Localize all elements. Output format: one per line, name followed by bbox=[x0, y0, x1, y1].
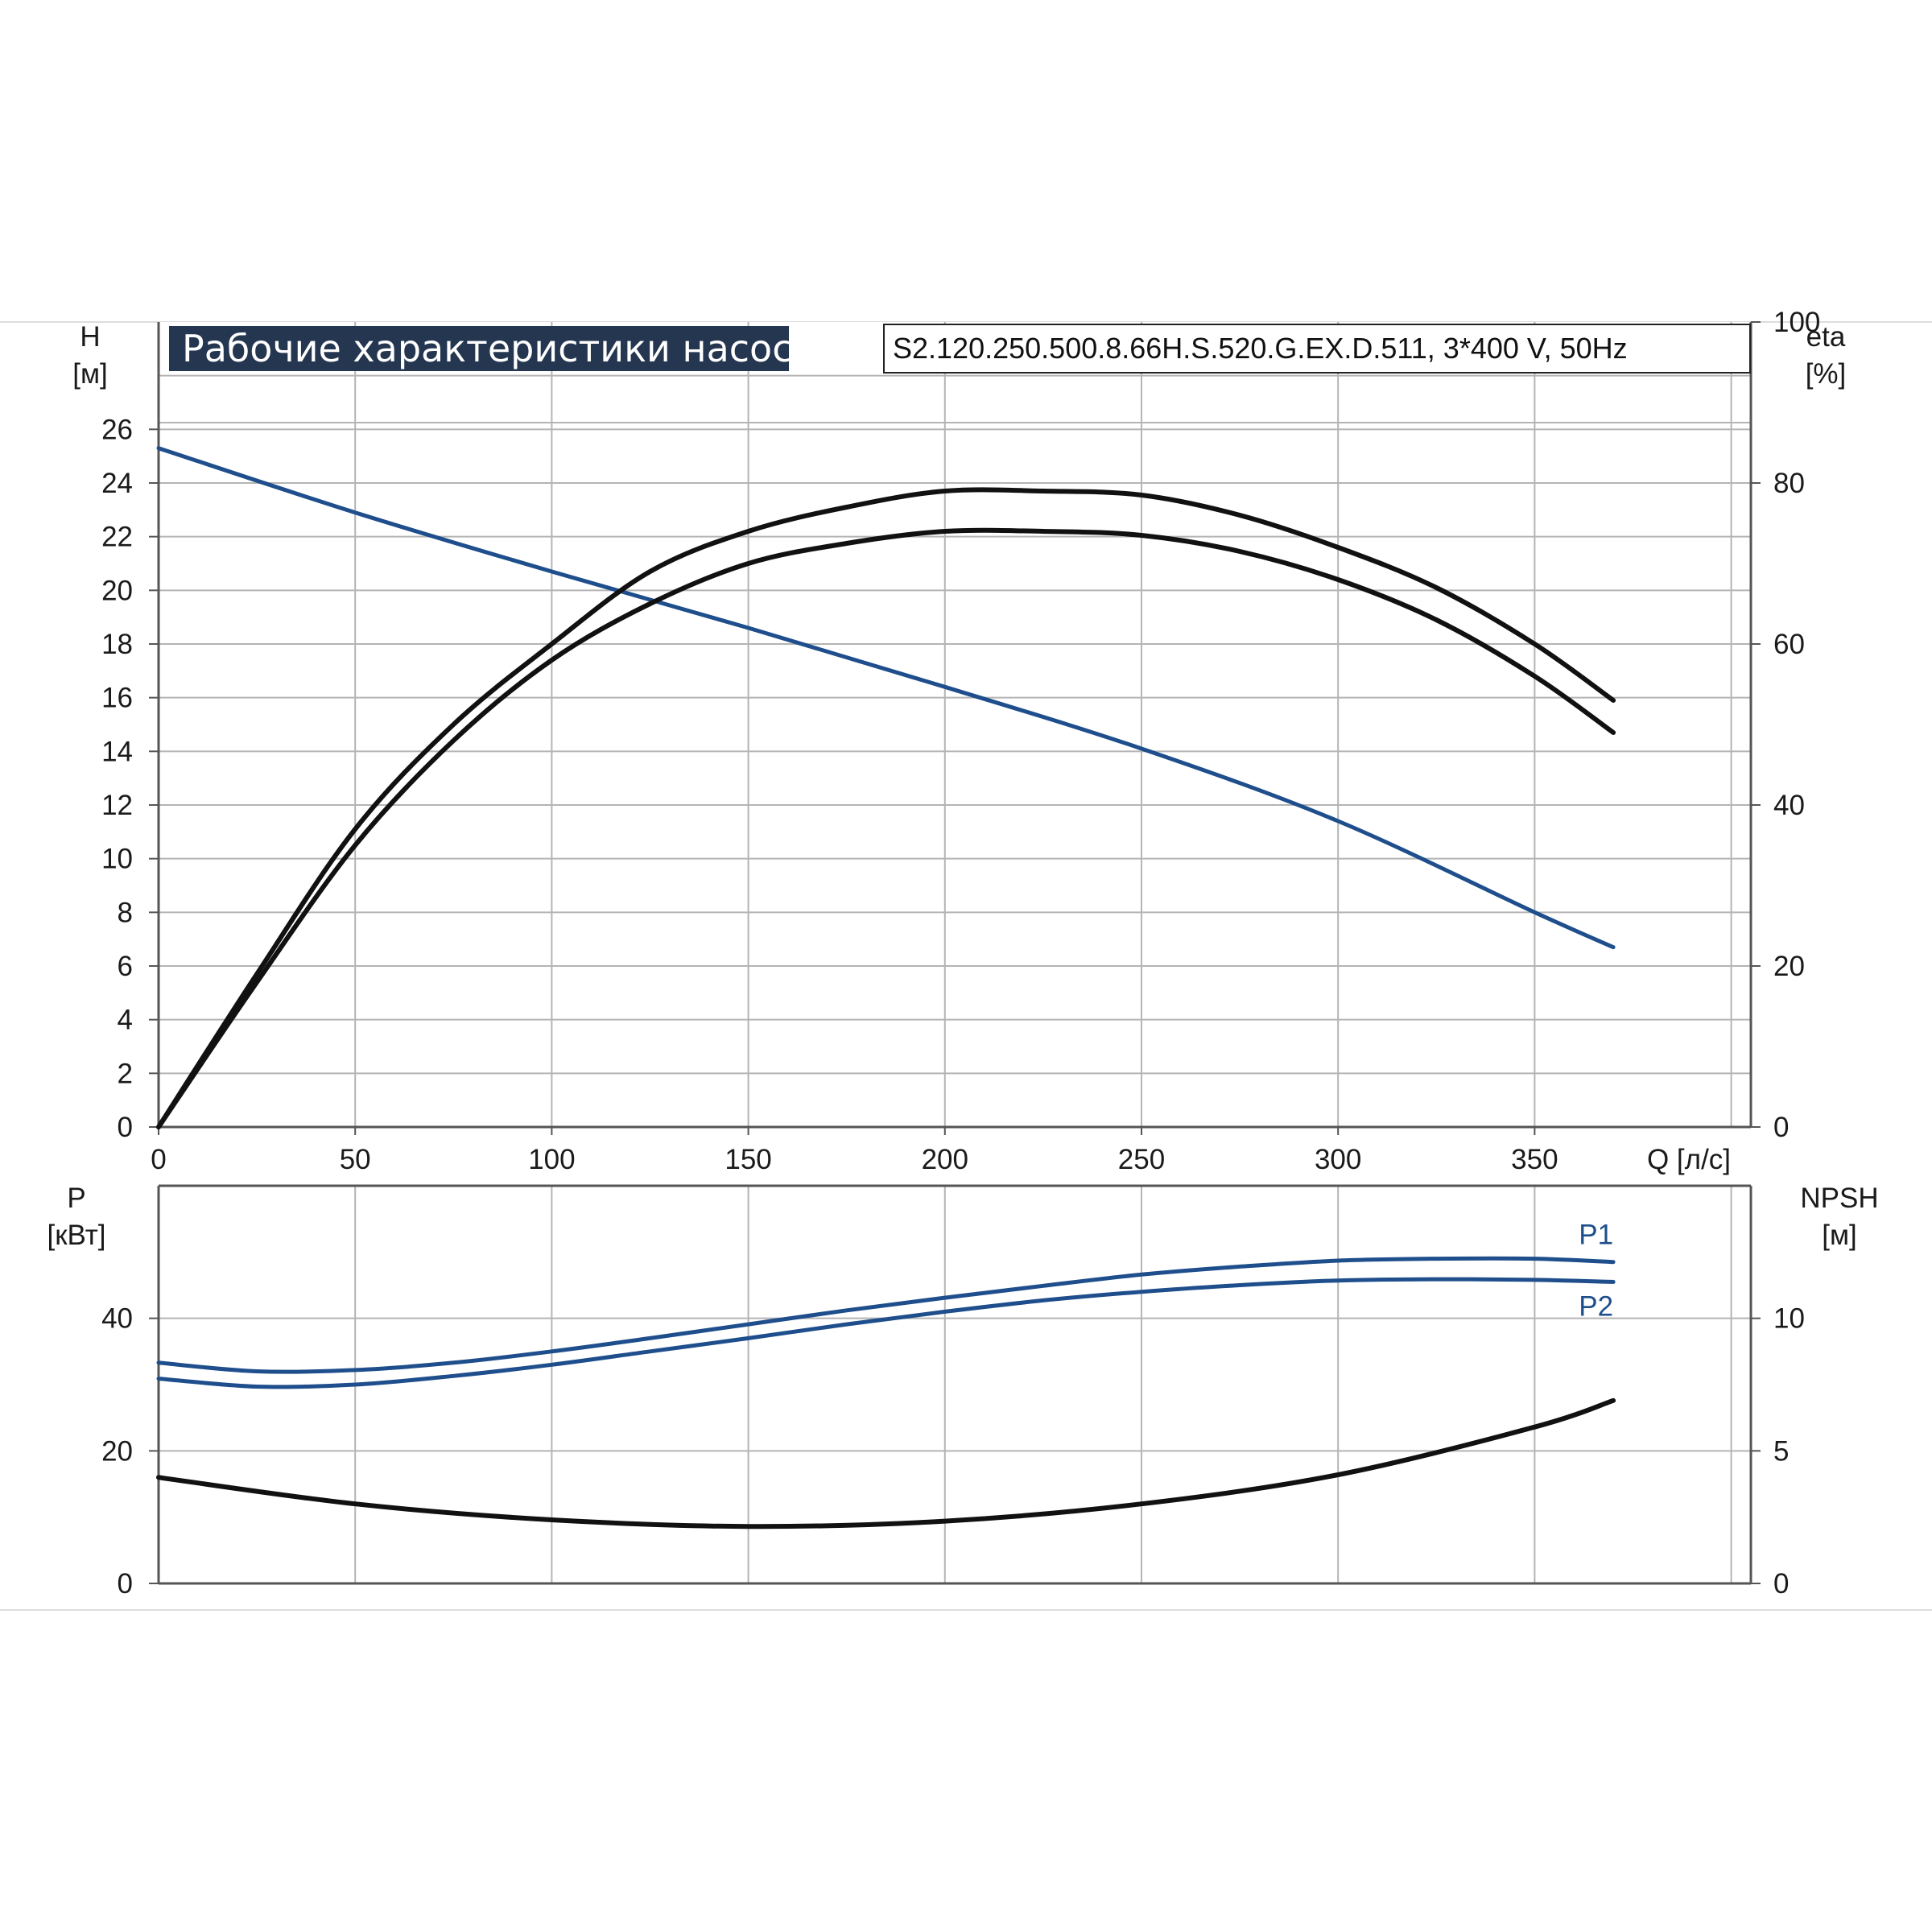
y2-tick-label: 20 bbox=[1773, 951, 1805, 982]
y-tick-label: 0 bbox=[118, 1568, 133, 1600]
y-axis-label-p: P [кВт] bbox=[47, 1183, 106, 1251]
curve-p1 bbox=[156, 1256, 1616, 1374]
y-tick-label: 40 bbox=[101, 1303, 133, 1335]
curve-1-2 bbox=[156, 1397, 1616, 1530]
plot-area bbox=[159, 322, 1751, 1127]
grid-lines bbox=[159, 1186, 1751, 1583]
y-tick-label: 26 bbox=[101, 414, 133, 445]
y2-tick-label: 80 bbox=[1773, 468, 1805, 499]
y2-tick-label: 60 bbox=[1773, 629, 1805, 660]
pump-model-label: S2.120.250.500.8.66H.S.520.G.EX.D.511, 3… bbox=[883, 324, 1751, 374]
tick-labels: 0 20 40 0 5 10 bbox=[101, 1303, 1805, 1600]
y-tick-label: 4 bbox=[118, 1005, 133, 1036]
y2-tick-label: 5 bbox=[1773, 1435, 1789, 1467]
curve-0-2 bbox=[156, 527, 1616, 1129]
curve-p2 bbox=[156, 1277, 1616, 1389]
y2-axis-label-npsh: NPSH [м] bbox=[1800, 1183, 1878, 1251]
y-tick-label: 16 bbox=[101, 683, 133, 714]
y2-tick-label: 10 bbox=[1773, 1303, 1805, 1335]
x-tick-label: 350 bbox=[1511, 1144, 1558, 1175]
y-tick-label: 10 bbox=[101, 844, 133, 875]
x-tick-label: 0 bbox=[151, 1144, 166, 1175]
y-tick-label: 14 bbox=[101, 736, 133, 767]
x-tick-label: 100 bbox=[528, 1144, 575, 1175]
series-label-p1: P1 bbox=[1579, 1220, 1613, 1251]
y2-tick-label: 0 bbox=[1773, 1112, 1789, 1143]
plot-area bbox=[159, 1186, 1751, 1583]
y-tick-label: 12 bbox=[101, 790, 133, 821]
curves bbox=[156, 446, 1616, 1129]
y2-axis-label-eta: eta [%] bbox=[1806, 321, 1847, 390]
y-tick-label: 0 bbox=[118, 1112, 133, 1143]
y-tick-label: 20 bbox=[101, 575, 133, 606]
y-tick-label: 24 bbox=[101, 468, 133, 499]
power-npsh-panel: 0 20 40 0 5 10 P1 P2 P [кВт] NPSH [м] bbox=[47, 1183, 1879, 1600]
curve-0-1 bbox=[156, 487, 1616, 1129]
y2-tick-label: 40 bbox=[1773, 790, 1805, 821]
y2-tick-label: 100 bbox=[1773, 307, 1820, 338]
x-axis-label: Q [л/с] bbox=[1647, 1144, 1731, 1175]
y-tick-label: 8 bbox=[118, 897, 133, 928]
chart-title: Рабочие характеристики насоса bbox=[169, 326, 815, 371]
y-tick-label: 20 bbox=[101, 1435, 133, 1467]
y2-tick-label: 0 bbox=[1773, 1568, 1789, 1600]
y-tick-label: 6 bbox=[118, 951, 133, 982]
y-tick-label: 2 bbox=[118, 1058, 133, 1089]
x-tick-label: 250 bbox=[1118, 1144, 1165, 1175]
x-tick-label: 50 bbox=[340, 1144, 371, 1175]
y-tick-label: 18 bbox=[101, 629, 133, 660]
curves: P1 P2 bbox=[156, 1220, 1616, 1530]
x-tick-label: 150 bbox=[724, 1144, 771, 1175]
series-label-p2: P2 bbox=[1579, 1290, 1613, 1322]
plot-frame bbox=[157, 322, 1752, 1129]
x-tick-label: 300 bbox=[1315, 1144, 1361, 1175]
curve-0-0 bbox=[156, 446, 1616, 950]
y-tick-label: 22 bbox=[101, 522, 133, 553]
x-tick-label: 200 bbox=[922, 1144, 968, 1175]
y-axis-label-h: H [м] bbox=[72, 321, 108, 390]
plot-frame bbox=[157, 1184, 1752, 1585]
